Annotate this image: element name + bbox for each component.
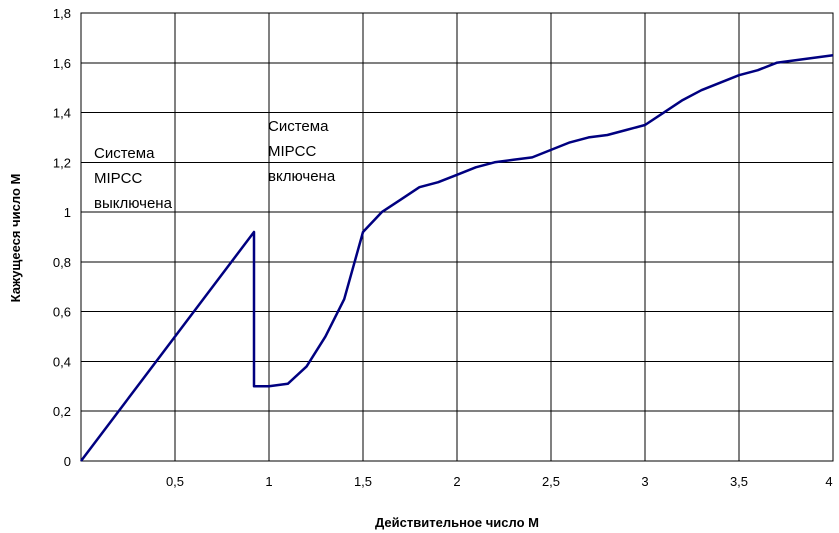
y-axis-title: Кажущееся число М bbox=[8, 174, 23, 303]
y-tick-label: 1,6 bbox=[53, 56, 71, 71]
y-tick-label: 0,4 bbox=[53, 354, 71, 369]
x-tick-label: 2 bbox=[453, 474, 460, 489]
annotation-off-line: Система bbox=[94, 145, 155, 162]
annotation-system-on: Система MIPCC включена bbox=[268, 118, 336, 185]
series-line bbox=[80, 54, 834, 462]
x-tick-label: 4 bbox=[825, 474, 832, 489]
annotation-off-line: MIPCC bbox=[94, 170, 143, 187]
y-tick-label: 0,8 bbox=[53, 255, 71, 270]
x-axis-title: Действительное число М bbox=[375, 515, 539, 530]
annotation-on-line: MIPCC bbox=[268, 143, 317, 160]
plot-frame bbox=[80, 12, 834, 462]
y-tick-label: 0,2 bbox=[53, 404, 71, 419]
x-tick-label: 2,5 bbox=[542, 474, 560, 489]
y-tick-label: 1,4 bbox=[53, 106, 71, 121]
x-tick-label: 1,5 bbox=[354, 474, 372, 489]
x-tick-labels: 0,5 1 1,5 2 2,5 3 3,5 4 bbox=[166, 474, 833, 489]
y-tick-label: 1,2 bbox=[53, 155, 71, 170]
x-tick-label: 3 bbox=[641, 474, 648, 489]
y-tick-label: 0 bbox=[64, 454, 71, 469]
annotation-off-line: выключена bbox=[94, 195, 173, 212]
y-tick-labels: 0 0,2 0,4 0,6 0,8 1 1,2 1,4 1,6 1,8 bbox=[53, 6, 71, 469]
x-tick-label: 3,5 bbox=[730, 474, 748, 489]
annotation-on-line: Система bbox=[268, 118, 329, 135]
annotation-on-line: включена bbox=[268, 168, 336, 185]
x-tick-label: 0,5 bbox=[166, 474, 184, 489]
grid bbox=[81, 12, 834, 462]
y-tick-label: 0,6 bbox=[53, 305, 71, 320]
y-tick-label: 1,8 bbox=[53, 6, 71, 21]
annotation-system-off: Система MIPCC выключена bbox=[94, 145, 173, 212]
x-tick-label: 1 bbox=[265, 474, 272, 489]
y-tick-label: 1 bbox=[64, 205, 71, 220]
